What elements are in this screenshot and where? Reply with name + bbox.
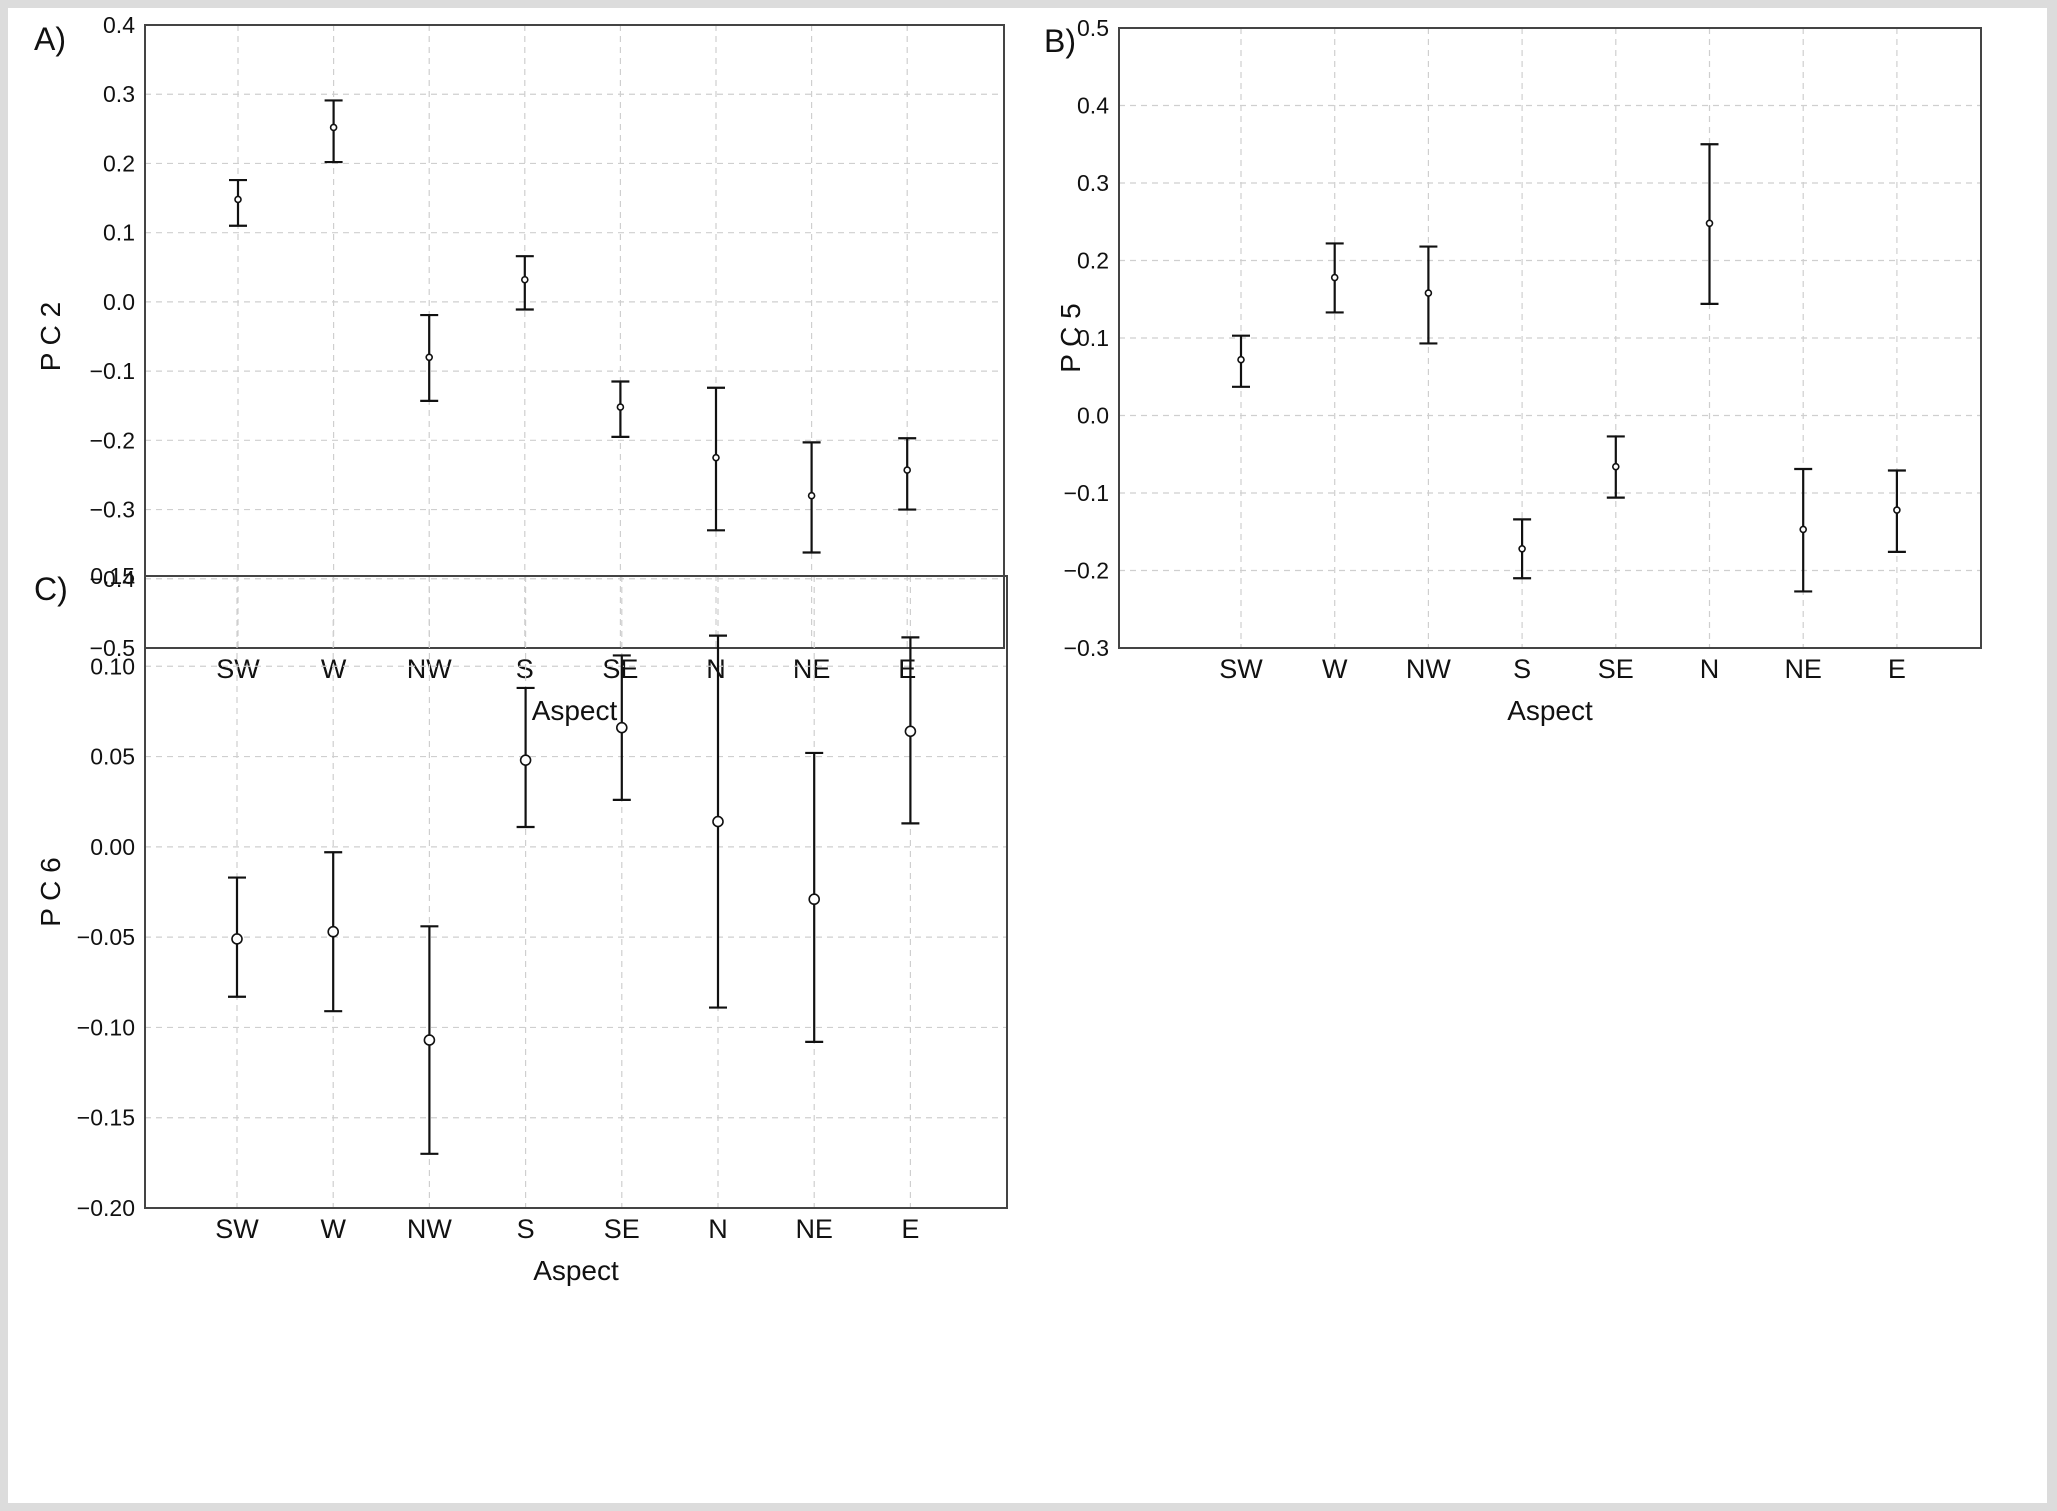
y-tick-label: −0.2 xyxy=(1064,558,1109,584)
x-axis-title: Aspect xyxy=(1507,695,1593,726)
x-tick-label: S xyxy=(1513,654,1531,684)
x-tick-label: SE xyxy=(604,1214,640,1244)
plot-area-frame xyxy=(1118,27,1982,649)
x-tick-label: NE xyxy=(1784,654,1822,684)
mean-point xyxy=(231,933,243,945)
mean-point xyxy=(327,925,340,938)
mean-point xyxy=(615,721,628,734)
figure-canvas: 0.40.30.20.10.0−0.1−0.2−0.3−0.4−0.5SW W NW… xyxy=(34,12,1982,1286)
mean-point xyxy=(520,275,529,284)
y-tick-label: 0.15 xyxy=(90,563,135,589)
y-tick-label: 0.00 xyxy=(90,834,135,860)
mean-point xyxy=(1612,462,1620,471)
x-axis-title: Aspect xyxy=(533,1255,619,1286)
mean-point xyxy=(423,1034,436,1046)
x-tick-label: SE xyxy=(1598,654,1634,684)
panel-label: B) xyxy=(1044,23,1076,59)
x-tick-label: N xyxy=(1700,654,1720,684)
mean-point xyxy=(712,815,724,828)
y-tick-label: −0.4 xyxy=(90,566,136,592)
mean-point xyxy=(1424,289,1433,297)
mean-point xyxy=(1518,544,1526,553)
mean-point xyxy=(1705,219,1714,228)
mean-point xyxy=(329,123,338,132)
y-tick-label: −0.20 xyxy=(77,1195,135,1221)
y-tick-label: 0.2 xyxy=(1077,248,1109,274)
y-tick-label: −0.05 xyxy=(77,924,135,950)
y-axis-title: P C 2 xyxy=(35,302,66,372)
mean-point xyxy=(808,893,821,906)
mean-point xyxy=(425,353,434,362)
x-tick-label: W xyxy=(1322,654,1348,684)
mean-point xyxy=(712,453,720,462)
mean-point xyxy=(903,466,912,474)
y-tick-label: 0.4 xyxy=(1077,93,1109,119)
y-tick-label: −0.3 xyxy=(90,497,135,523)
y-tick-label: −0.1 xyxy=(90,358,135,384)
chart-panel-a: 0.40.30.20.10.0−0.1−0.2−0.3−0.4−0.5SW W NW… xyxy=(34,12,1005,726)
y-tick-label: 0.05 xyxy=(90,744,135,770)
y-tick-label: 0.1 xyxy=(1077,325,1109,351)
mean-point xyxy=(616,403,625,411)
plot-area-frame xyxy=(144,24,1005,649)
y-tick-label: 0.2 xyxy=(103,150,135,176)
x-tick-label: E xyxy=(898,654,916,684)
y-tick-label: −0.5 xyxy=(90,635,135,661)
y-tick-label: 0.10 xyxy=(90,653,135,679)
x-tick-label: N xyxy=(706,654,726,684)
x-tick-label: S xyxy=(516,654,534,684)
y-tick-label: −0.1 xyxy=(1064,480,1109,506)
x-tick-label: NE xyxy=(795,1214,833,1244)
chart-panel-b: 0.5 0.4 0.3 0.2 0.1 0.0 −0.1 −0.2 −0.3 SW W NW S SE N N… xyxy=(1044,15,1982,726)
x-tick-label: NW xyxy=(407,1214,452,1244)
mean-point xyxy=(519,754,532,766)
x-tick-label: NE xyxy=(793,654,831,684)
mean-point xyxy=(1799,525,1807,534)
y-tick-label: 0.0 xyxy=(1077,403,1109,429)
x-tick-label: SE xyxy=(602,654,638,684)
y-axis-title: P C 6 xyxy=(35,857,66,927)
x-axis-title: Aspect xyxy=(532,695,618,726)
x-tick-label: N xyxy=(708,1214,728,1244)
x-tick-label: W xyxy=(321,654,347,684)
mean-point xyxy=(234,195,242,204)
x-tick-label: W xyxy=(320,1214,346,1244)
y-tick-label: 0.3 xyxy=(1077,170,1109,196)
figure-frame: 0.4 0.3 0.2 0.1 0.0 −0.1 −0.2 −0.3 −0.4 −0.5 SW W NW… xyxy=(8,8,2047,1503)
y-tick-label: −0.15 xyxy=(77,1105,135,1131)
y-tick-label: 0.0 xyxy=(103,289,135,315)
x-tick-label: E xyxy=(901,1214,919,1244)
x-tick-label: S xyxy=(517,1214,535,1244)
panel-label: C) xyxy=(34,571,68,607)
x-tick-label: SW xyxy=(1219,654,1263,684)
mean-point xyxy=(807,491,816,500)
mean-point xyxy=(904,725,917,738)
x-tick-label: SW xyxy=(215,1214,259,1244)
plot-area-frame xyxy=(144,575,1008,1209)
y-tick-label: 0.3 xyxy=(103,81,135,107)
mean-point xyxy=(1330,273,1339,282)
y-tick-label: 0.1 xyxy=(103,220,135,246)
mean-point xyxy=(1893,506,1901,514)
mean-point xyxy=(1237,355,1245,364)
y-axis-title: P C 5 xyxy=(1055,303,1086,373)
x-tick-label: SW xyxy=(216,654,260,684)
x-tick-label: E xyxy=(1888,654,1906,684)
panel-label: A) xyxy=(34,21,66,57)
y-tick-label: 0.5 xyxy=(1077,15,1109,41)
y-tick-label: 0.4 xyxy=(103,12,135,38)
y-tick-label: −0.3 xyxy=(1064,635,1109,661)
y-tick-label: −0.10 xyxy=(77,1014,135,1040)
x-tick-label: NW xyxy=(1406,654,1451,684)
y-tick-label: −0.2 xyxy=(90,427,135,453)
